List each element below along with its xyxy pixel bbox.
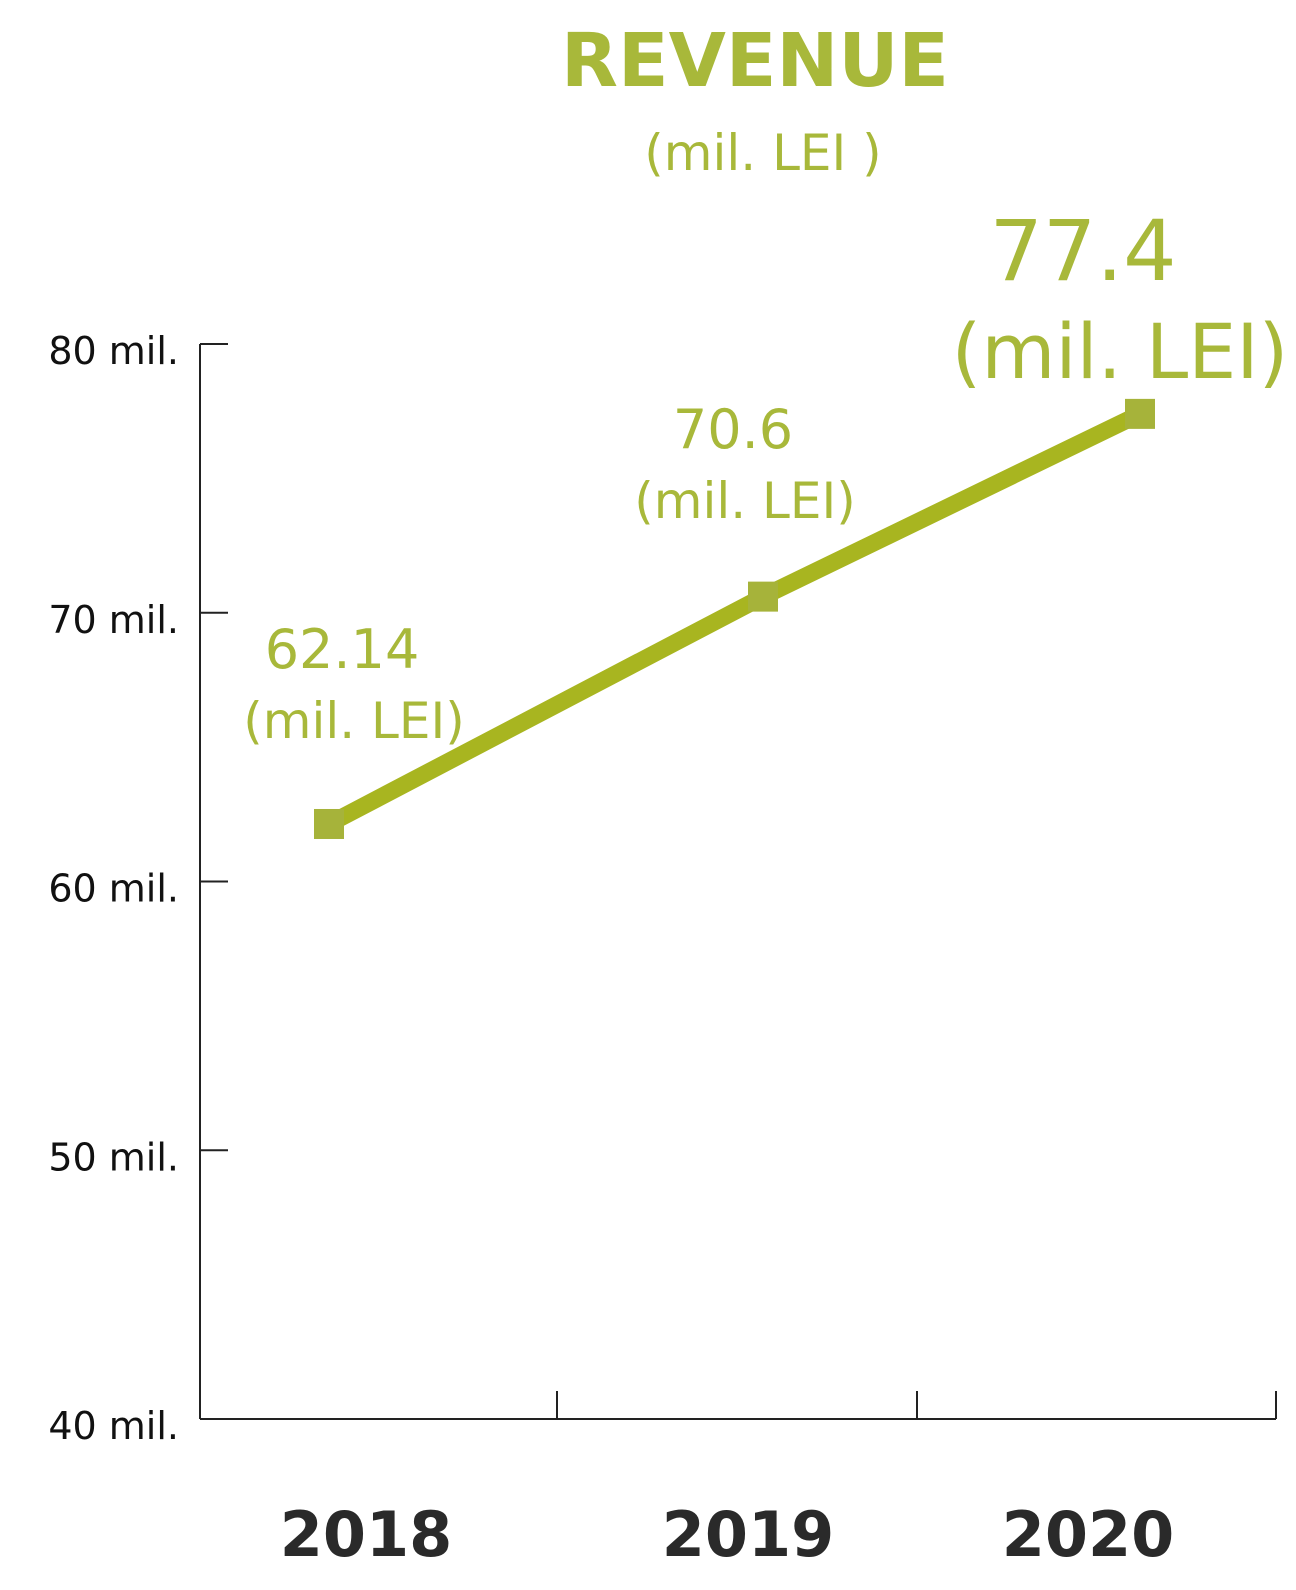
y-tick-label: 40 mil. bbox=[48, 1404, 179, 1448]
data-point bbox=[314, 808, 344, 839]
data-point bbox=[748, 581, 778, 612]
data-label-unit: (mil. LEI) bbox=[634, 472, 855, 530]
data-label-value: 77.4 bbox=[989, 202, 1176, 300]
x-tick-label: 2018 bbox=[280, 1498, 453, 1571]
data-point bbox=[1125, 398, 1155, 429]
y-tick-label: 50 mil. bbox=[48, 1135, 179, 1179]
y-tick-label: 60 mil. bbox=[48, 867, 179, 911]
data-labels: 62.14(mil. LEI)70.6(mil. LEI)77.4(mil. L… bbox=[243, 202, 1288, 750]
x-tick-label: 2019 bbox=[662, 1498, 835, 1571]
x-tick-label: 2020 bbox=[1002, 1498, 1175, 1571]
data-label-unit: (mil. LEI) bbox=[243, 692, 464, 750]
y-tick-label: 70 mil. bbox=[48, 598, 179, 642]
chart-subtitle: (mil. LEI ) bbox=[644, 124, 881, 182]
chart-title: REVENUE bbox=[561, 18, 949, 104]
data-label-value: 70.6 bbox=[673, 398, 793, 461]
x-axis-ticks: 2018 2019 2020 bbox=[280, 1391, 1277, 1571]
y-tick-label: 80 mil. bbox=[48, 329, 179, 373]
series-revenue bbox=[314, 398, 1155, 839]
y-axis-ticks: 80 mil. 70 mil. 60 mil. 50 mil. 40 mil. bbox=[48, 329, 228, 1448]
data-label-unit: (mil. LEI) bbox=[952, 307, 1289, 396]
data-label-value: 62.14 bbox=[265, 618, 420, 681]
